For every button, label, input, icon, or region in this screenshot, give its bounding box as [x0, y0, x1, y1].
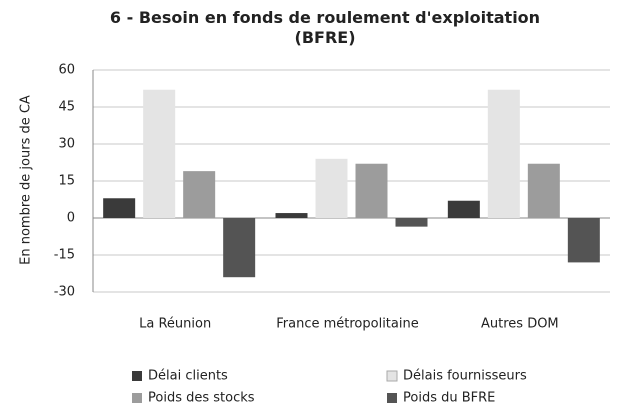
y-axis-label: En nombre de jours de CA: [19, 95, 34, 265]
y-tick-label: 60: [58, 63, 75, 78]
bar: [395, 218, 428, 227]
x-tick-label: La Réunion: [139, 317, 211, 332]
x-tick-label: Autres DOM: [481, 317, 559, 332]
bar: [183, 171, 216, 218]
y-tick-label: -30: [54, 285, 75, 300]
bar: [223, 218, 256, 278]
legend-label: Poids des stocks: [148, 391, 255, 406]
bar: [103, 198, 136, 218]
legend-swatch: [386, 370, 398, 382]
legend-label: Délais fournisseurs: [403, 369, 527, 384]
legend-swatch: [132, 371, 142, 381]
bar: [487, 89, 520, 218]
y-tick-label: 0: [67, 211, 75, 226]
y-tick-label: -15: [54, 248, 75, 263]
legend-label: Poids du BFRE: [403, 391, 495, 406]
bar: [355, 163, 388, 218]
y-tick-label: 30: [58, 137, 75, 152]
legend-swatch: [387, 393, 397, 403]
bar: [315, 158, 348, 218]
bar: [527, 163, 560, 218]
y-tick-label: 15: [58, 174, 75, 189]
legend-swatch: [132, 393, 142, 403]
bar: [447, 200, 480, 218]
y-tick-label: 45: [58, 100, 75, 115]
bar: [567, 218, 600, 263]
legend-label: Délai clients: [148, 369, 228, 384]
bar: [143, 89, 176, 218]
chart-title: 6 - Besoin en fonds de roulement d'explo…: [109, 8, 541, 47]
bar: [275, 213, 308, 218]
x-tick-label: France métropolitaine: [276, 317, 418, 332]
